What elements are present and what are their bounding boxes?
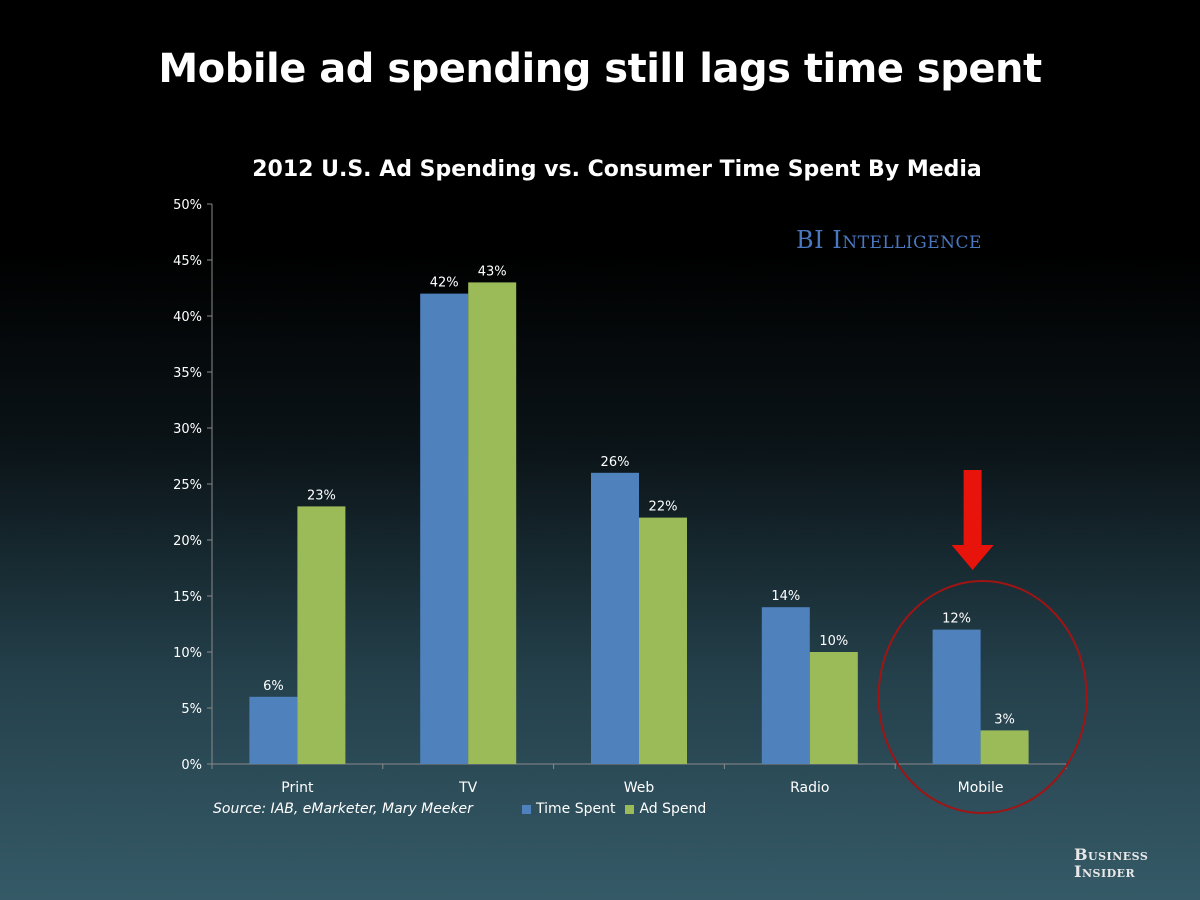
- brand-line-1: Business: [1074, 845, 1149, 864]
- business-insider-logo: Business Insider: [1074, 846, 1174, 880]
- y-tick-label: 50%: [173, 198, 202, 213]
- x-tick-label-web: Web: [624, 780, 655, 796]
- bar-time-spent-print: [249, 696, 298, 764]
- bar-time-spent-mobile: [932, 629, 981, 764]
- y-tick-label: 40%: [173, 310, 202, 325]
- legend-label-time-spent: Time Spent: [536, 801, 616, 817]
- y-tick-label: 25%: [173, 478, 202, 493]
- y-tick-label: 5%: [181, 702, 202, 717]
- x-tick-label-tv: TV: [458, 780, 478, 796]
- legend-item-time-spent: Time Spent: [522, 801, 615, 817]
- y-tick-label: 20%: [173, 534, 202, 549]
- y-tick-label: 45%: [173, 254, 202, 269]
- legend-label-ad-spend: Ad Spend: [639, 801, 707, 817]
- legend-swatch-ad-spend: [625, 804, 635, 814]
- bar-ad-spend-print: [297, 506, 346, 764]
- highlight-circle: [877, 580, 1088, 814]
- data-label: 43%: [478, 264, 507, 279]
- brand-line-2: Insider: [1074, 862, 1136, 881]
- data-label: 22%: [649, 500, 678, 515]
- data-label: 10%: [819, 634, 848, 649]
- y-tick-label: 30%: [173, 422, 202, 437]
- y-tick-label: 10%: [173, 646, 202, 661]
- legend-swatch-time-spent: [522, 804, 531, 814]
- legend-item-ad-spend: Ad Spend: [625, 801, 706, 817]
- y-tick-label: 0%: [181, 758, 202, 773]
- data-label: 26%: [601, 455, 630, 470]
- x-tick-label-mobile: Mobile: [958, 780, 1004, 796]
- bar-ad-spend-radio: [809, 652, 858, 764]
- chart-title: 2012 U.S. Ad Spending vs. Consumer Time …: [252, 157, 982, 182]
- bar-ad-spend-mobile: [980, 730, 1029, 764]
- highlight-arrow-icon: [951, 545, 994, 570]
- bar-ad-spend-tv: [468, 282, 517, 764]
- data-label: 12%: [942, 612, 971, 627]
- bar-ad-spend-web: [639, 517, 687, 764]
- data-label: 42%: [430, 276, 459, 291]
- data-label: 3%: [994, 712, 1015, 727]
- x-tick-label-radio: Radio: [790, 780, 829, 796]
- y-tick-label: 35%: [173, 366, 202, 381]
- bi-intelligence-logo: BI Intelligence: [796, 226, 982, 254]
- data-label: 6%: [263, 679, 284, 694]
- legend: Time Spent Ad Spend: [522, 801, 716, 817]
- slide-title: Mobile ad spending still lags time spent: [158, 46, 1042, 92]
- source-note: Source: IAB, eMarketer, Mary Meeker: [213, 801, 473, 817]
- data-label: 14%: [771, 589, 800, 604]
- data-label: 23%: [307, 488, 336, 503]
- highlight-arrow-shaft: [963, 470, 982, 546]
- bar-time-spent-radio: [761, 607, 810, 764]
- bar-time-spent-web: [591, 472, 639, 764]
- y-tick-label: 15%: [173, 590, 202, 605]
- bar-time-spent-tv: [420, 293, 469, 764]
- x-tick-label-print: Print: [281, 780, 314, 796]
